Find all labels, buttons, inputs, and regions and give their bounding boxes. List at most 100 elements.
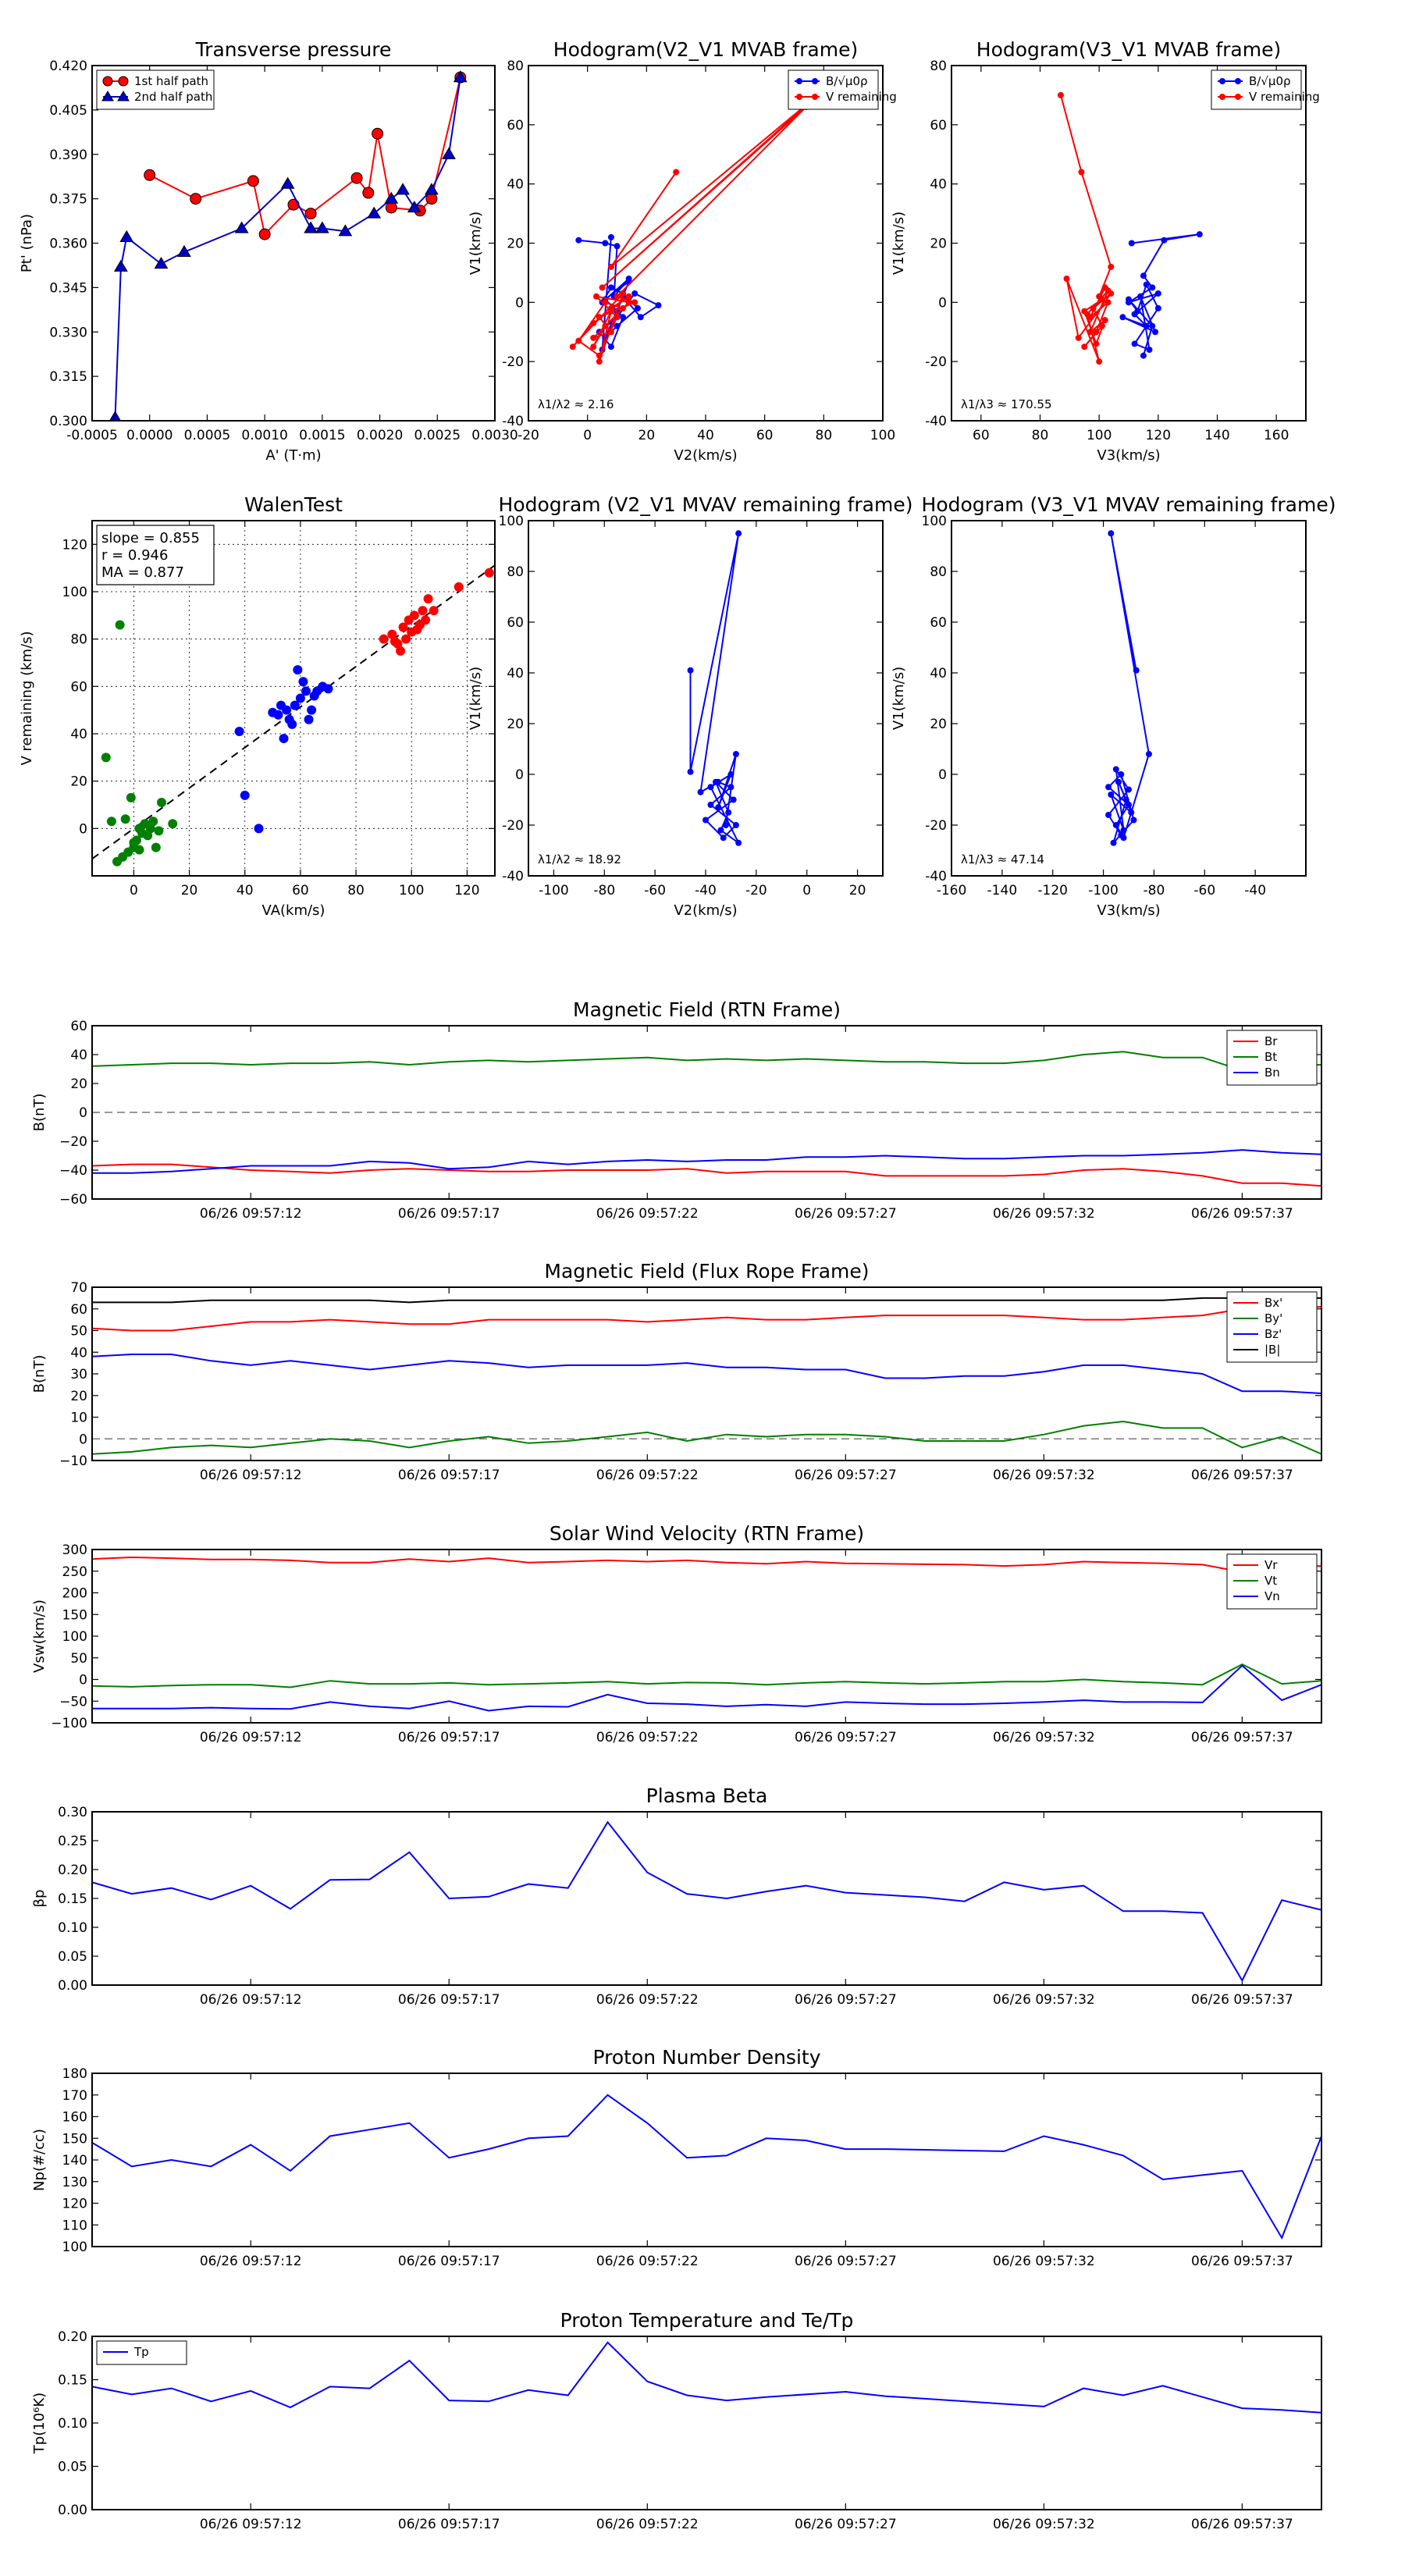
walen-series-0-point (126, 792, 136, 802)
vsw-series-2-line (92, 1664, 1321, 1712)
hodo4-panel: Hodogram (V3_V1 MVAV remaining frame) -16… (891, 493, 1336, 919)
hodo3-xtick-label: -100 (539, 883, 569, 898)
hodo3-series-0-point (732, 822, 739, 828)
hodo3-series-0-point (727, 771, 735, 777)
hodo3-series-0-point (725, 809, 732, 816)
tp2-xtick-label: 06/26 09:57:27 (795, 2517, 897, 2532)
tp-series-1-point (154, 257, 169, 269)
hodo3-series-0-point (687, 667, 694, 674)
tp-series-1-point (280, 176, 295, 189)
walen-ytick-label: 40 (70, 727, 87, 742)
hodo1-series-0-point (607, 284, 614, 291)
bfr-panel: Magnetic Field (Flux Rope Frame) 06/26 09… (31, 1260, 1322, 1483)
bfield-xtick-label: 06/26 09:57:22 (596, 1206, 699, 1222)
walen-series-0-point (151, 842, 161, 852)
hodo1-legend-label: B/√μ0ρ (826, 74, 868, 88)
hodo2-series-1-point (1104, 287, 1112, 294)
walen-ytick-label: 120 (62, 537, 87, 553)
hodo2-legend-marker (1219, 78, 1225, 84)
tp-legend-label: 2nd half path (134, 90, 212, 104)
tp-xtick-label: 0.0025 (414, 428, 461, 443)
bfield-title: Magnetic Field (RTN Frame) (573, 998, 841, 1021)
hodo3-ytick-label: -20 (502, 818, 524, 834)
hodo1-title: Hodogram(V2_V1 MVAB frame) (553, 38, 858, 61)
bfr-ytick-label: −10 (59, 1453, 87, 1469)
hodo1-xtick-label: 20 (638, 428, 656, 443)
hodo2-ytick-label: 60 (930, 118, 947, 133)
hodo1-series-0-line (578, 237, 660, 350)
vsw-ytick-label: 50 (70, 1651, 87, 1667)
walen-series-0-point (168, 819, 178, 829)
walen-series-2-point (429, 606, 439, 616)
bfr-xtick-label: 06/26 09:57:27 (795, 1468, 897, 1483)
hodo4-series-0-point (1133, 667, 1140, 674)
hodo1-series-0-point (614, 243, 621, 250)
np-xtick-label: 06/26 09:57:32 (993, 2254, 1095, 2269)
hodo1-legend-marker (812, 94, 818, 100)
np-ytick-label: 130 (62, 2175, 87, 2190)
walen-series-2-point (418, 606, 428, 616)
hodo4-series-0-point (1108, 792, 1115, 798)
hodo3-ytick-label: 20 (507, 717, 524, 732)
walen-series-1-point (240, 790, 250, 800)
tp-series-1-point (108, 411, 122, 421)
hodo3-xtick-label: -40 (695, 883, 717, 898)
beta-xtick-label: 06/26 09:57:27 (795, 1992, 897, 2008)
hodo4-series-0-point (1128, 809, 1135, 816)
hodo1-series-1-point (620, 290, 627, 297)
tp-legend-marker (102, 76, 113, 87)
walen-series-1-point (301, 686, 311, 696)
beta-ytick-label: 0.25 (58, 1834, 87, 1849)
hodo4-series-0-point (1115, 778, 1122, 785)
tp-legend-marker (117, 91, 130, 101)
bfield-ytick-label: −60 (59, 1192, 87, 1208)
hodo1-series-1-point (673, 169, 680, 176)
hodo4-series-0-point (1126, 786, 1132, 793)
vsw-xtick-label: 06/26 09:57:12 (200, 1730, 302, 1745)
walen-xtick-label: 80 (347, 883, 365, 898)
bfield-series-2-line (92, 1149, 1321, 1174)
bfield-xtick-label: 06/26 09:57:17 (398, 1206, 500, 1222)
tp-xtick-label: 0.0000 (126, 428, 173, 443)
tp-series-1-point (442, 147, 456, 159)
walen-ytick-label: 80 (70, 632, 87, 648)
bfr-ytick-label: 20 (70, 1389, 87, 1404)
tp2-panel: Proton Temperature and Te/Tp 06/26 09:57:… (31, 2309, 1322, 2532)
walen-series-2-point (409, 610, 419, 621)
hodo3-ytick-label: 100 (499, 514, 524, 529)
bfield-xtick-label: 06/26 09:57:32 (993, 1206, 1095, 1222)
walen-plot-area (92, 521, 495, 876)
bfield-ytick-label: 60 (70, 1019, 87, 1034)
bfield-legend-label: Br (1264, 1034, 1278, 1048)
hodo2-legend-marker (1235, 78, 1241, 84)
hodo4-ytick-label: -40 (925, 869, 947, 884)
hodo4-annotation: λ1/λ3 ≈ 47.14 (961, 852, 1044, 866)
hodo4-series-0-point (1110, 839, 1117, 846)
hodo2-frame (951, 65, 1307, 422)
hodo2-series-1-point (1096, 358, 1103, 365)
walen-series-1-point (279, 734, 289, 744)
walen-series-1-point (298, 677, 308, 687)
hodo4-xtick-label: -100 (1088, 883, 1119, 898)
tp-series-0-point (350, 172, 363, 184)
bfield-ytick-label: 20 (70, 1076, 87, 1092)
tp-series-1-point (407, 201, 422, 213)
hodo2-series-0-point (1149, 284, 1156, 291)
walen-series-0-point (145, 824, 155, 834)
hodo2-series-1-point (1108, 263, 1115, 270)
hodo1-series-1-point (625, 293, 632, 300)
tp-series-1-point (384, 191, 399, 204)
beta-title: Plasma Beta (646, 1784, 768, 1807)
hodo2-series-1-point (1098, 296, 1105, 303)
hodo4-series-0-point (1130, 817, 1137, 824)
tp-ytick-label: 0.405 (49, 103, 87, 119)
bfr-xtick-label: 06/26 09:57:12 (200, 1468, 302, 1483)
hodo2-series-1-point (1090, 304, 1097, 311)
hodo1-xlabel: V2(km/s) (674, 447, 737, 464)
tp2-title: Proton Temperature and Te/Tp (560, 2309, 854, 2332)
beta-frame (91, 1811, 1322, 1986)
hodo3-series-0-point (707, 802, 714, 808)
bfr-ytick-label: 10 (70, 1411, 87, 1426)
hodo1-series-1-point (602, 322, 609, 329)
